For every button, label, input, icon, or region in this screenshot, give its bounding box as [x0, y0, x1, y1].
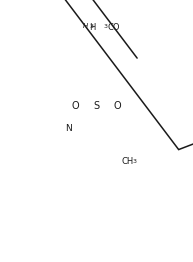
Text: CO: CO	[108, 23, 120, 32]
Text: S: S	[94, 101, 100, 111]
Text: O: O	[114, 101, 121, 111]
Text: O: O	[72, 101, 79, 111]
Text: H: H	[89, 23, 96, 32]
Text: H: H	[83, 23, 88, 29]
Text: 3: 3	[104, 24, 108, 29]
Text: 3: 3	[90, 24, 94, 29]
Text: 3: 3	[133, 159, 137, 163]
Text: CH: CH	[122, 157, 134, 166]
Text: N: N	[65, 124, 72, 133]
